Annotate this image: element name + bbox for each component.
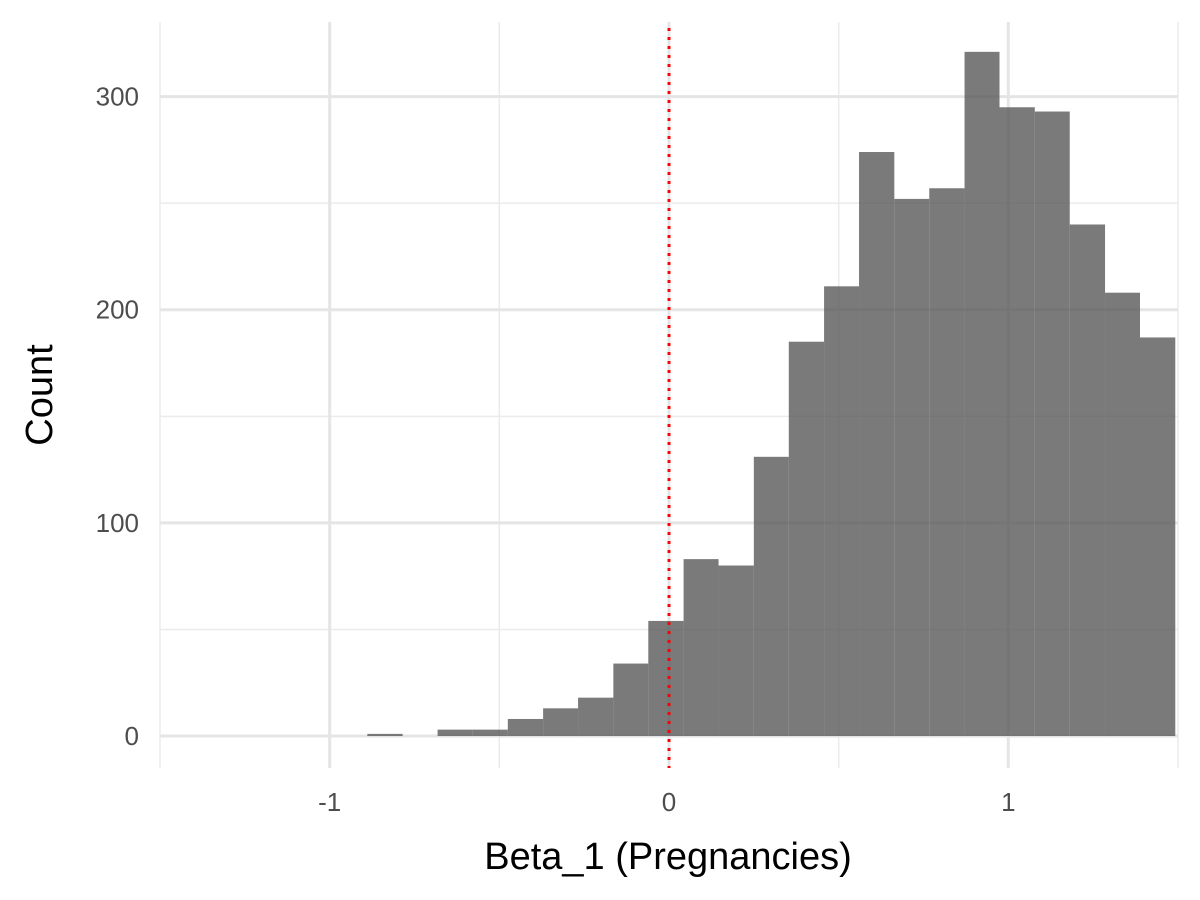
histogram-bar (718, 565, 754, 737)
y-tick-label: 200 (96, 295, 139, 325)
histogram-bar (1034, 111, 1070, 737)
histogram-bar (472, 729, 508, 737)
histogram-bar (578, 697, 614, 737)
histogram-bar (437, 729, 473, 737)
histogram-bar (894, 198, 930, 737)
y-tick-labels: 0 100 200 300 (96, 82, 139, 751)
histogram-bar (1139, 337, 1176, 737)
histogram-bar (929, 188, 965, 737)
histogram-bar (1105, 292, 1140, 737)
histogram-bar (824, 286, 860, 737)
histogram-bar (1069, 224, 1106, 737)
x-tick-label: 1 (1001, 787, 1015, 817)
x-tick-labels: -1 0 1 (318, 787, 1015, 817)
y-tick-label: 300 (96, 82, 139, 112)
histogram-bar (648, 620, 684, 737)
histogram-bar (507, 718, 544, 737)
histogram-bar (964, 51, 1000, 737)
histogram-bar (613, 663, 649, 737)
x-tick-label: 0 (662, 787, 676, 817)
histogram-bar (367, 733, 403, 737)
histogram-bars (367, 51, 1176, 737)
histogram-bar (859, 152, 895, 737)
histogram-bar (753, 456, 789, 737)
x-tick-label: -1 (318, 787, 341, 817)
histogram-bar (683, 559, 719, 737)
histogram-bar (999, 107, 1035, 737)
x-axis-title: Beta_1 (Pregnancies) (484, 836, 852, 878)
y-tick-label: 0 (125, 721, 139, 751)
histogram-bar (543, 708, 579, 737)
y-axis-title: Count (19, 344, 61, 446)
y-tick-label: 100 (96, 508, 139, 538)
histogram-bar (788, 341, 825, 737)
